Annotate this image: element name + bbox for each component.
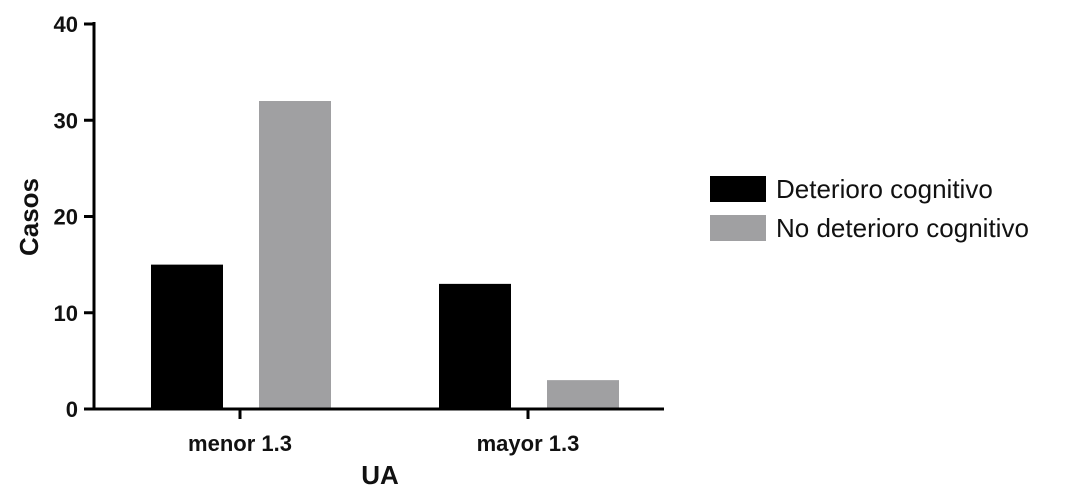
y-tick-label: 30 <box>54 108 78 133</box>
bar-deterioro-mayor <box>439 283 511 409</box>
legend-label-no-deterioro: No deterioro cognitivo <box>776 213 1029 243</box>
x-tick-label: mayor 1.3 <box>477 431 580 456</box>
y-axis-title: Casos <box>14 178 44 256</box>
legend-swatch-no-deterioro <box>710 215 766 241</box>
legend-label-deterioro: Deterioro cognitivo <box>776 174 993 204</box>
y-tick-label: 40 <box>54 12 78 37</box>
bars-group <box>151 101 619 409</box>
x-tick-label: menor 1.3 <box>188 431 292 456</box>
bar-deterioro-menor <box>151 264 223 409</box>
y-tick-label: 10 <box>54 301 78 326</box>
y-axis: 0 10 20 30 40 <box>54 12 96 422</box>
legend: Deterioro cognitivo No deterioro cognitiv… <box>710 174 1029 243</box>
legend-swatch-deterioro <box>710 176 766 202</box>
x-axis-title: UA <box>361 460 399 490</box>
y-tick-label: 20 <box>54 205 78 230</box>
y-tick-label: 0 <box>66 397 78 422</box>
bar-no-deterioro-menor <box>259 101 331 409</box>
bar-no-deterioro-mayor <box>547 380 619 409</box>
x-axis: menor 1.3 mayor 1.3 <box>92 407 664 456</box>
